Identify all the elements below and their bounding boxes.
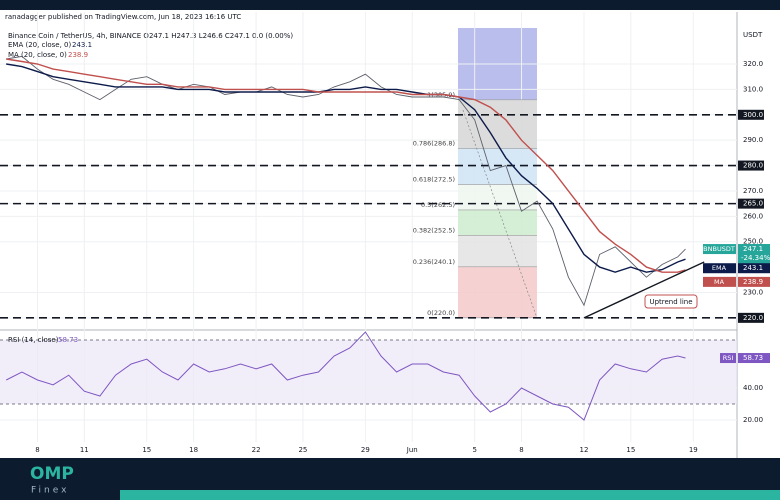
fib-label: 0.5(262.5) <box>421 201 455 209</box>
rsi-title-value: 58.73 <box>58 336 78 344</box>
tag-name: EMA <box>712 264 727 272</box>
annotation-box <box>644 294 698 309</box>
level-tag <box>738 312 764 323</box>
fib-zone <box>458 209 537 236</box>
tag-name-bg <box>703 263 736 274</box>
x-tick-label: 29 <box>361 446 370 454</box>
x-tick-label: Jun <box>406 446 418 454</box>
fib-diagonal <box>462 109 538 319</box>
series-line <box>6 58 686 273</box>
y-tick-label: 310.0 <box>743 85 763 93</box>
x-tick-label: 12 <box>580 446 589 454</box>
legend-ema-value: 243.1 <box>72 41 92 49</box>
x-tick-label: 8 <box>35 446 39 454</box>
legend-ema: EMA (20, close, 0) <box>8 41 71 49</box>
series-line <box>6 63 686 273</box>
y-tick-label: 20.00 <box>743 416 763 424</box>
y-tick-label: 265.0 <box>743 200 763 208</box>
fib-zone <box>458 235 537 267</box>
y-tick-label: 320.0 <box>743 60 763 68</box>
y-tick-label: 260.0 <box>743 212 763 220</box>
x-tick-label: 11 <box>80 446 89 454</box>
tag-name-bg <box>703 244 736 255</box>
rsi-line <box>5 331 686 421</box>
trendline <box>583 261 705 319</box>
fib-label: 0.618(272.5) <box>413 176 455 184</box>
series-line <box>6 55 686 307</box>
price-change: -24.34% <box>741 254 771 262</box>
rsi-tag-value-bg <box>738 353 770 364</box>
x-tick-label: 25 <box>298 446 307 454</box>
legend-ma: MA (20, close, 0) <box>8 51 67 59</box>
top-bar <box>0 0 780 10</box>
y-tick-label: 270.0 <box>743 187 763 195</box>
tag-value-bg <box>738 244 770 255</box>
x-tick-label: 19 <box>689 446 698 454</box>
y-tick-label: 40.00 <box>743 384 763 392</box>
x-tick-label: 18 <box>189 446 198 454</box>
fib-label: 0.236(240.1) <box>413 258 455 266</box>
y-tick-label: 220.0 <box>743 314 763 322</box>
tag-value-bg <box>738 276 770 287</box>
fib-zone <box>458 184 537 210</box>
logo: OMP <box>30 464 74 484</box>
level-tag <box>738 160 764 171</box>
rsi-title: RSI (14, close) <box>8 336 59 344</box>
fib-zone <box>458 266 537 318</box>
x-tick-label: 22 <box>252 446 261 454</box>
legend-ma-value: 238.9 <box>68 51 88 59</box>
x-tick-label: 15 <box>142 446 151 454</box>
x-tick-label: 5 <box>472 446 476 454</box>
fib-label: 0.786(286.8) <box>413 139 455 147</box>
footer-accent <box>120 490 780 500</box>
annotation: Uptrend line <box>649 298 692 306</box>
currency: USDT <box>743 31 763 39</box>
tag-name: BNBUSDT <box>703 245 735 253</box>
level-tag <box>738 198 764 209</box>
fib-zone <box>458 99 537 149</box>
fib-label: 0.382(252.5) <box>413 226 455 234</box>
y-tick-label: 250.0 <box>743 238 763 246</box>
fib-label: 0(220.0) <box>427 309 455 317</box>
y-tick-label: 280.0 <box>743 162 763 170</box>
rsi-tag-value: 58.73 <box>743 354 763 362</box>
rsi-tag-name-bg <box>720 353 736 364</box>
x-tick-label: 15 <box>626 446 635 454</box>
rsi-band <box>0 340 737 404</box>
tag-name-bg <box>703 276 736 287</box>
fib-zone <box>458 148 537 185</box>
tag-value: 247.1 <box>743 245 763 253</box>
tag-value: 238.9 <box>743 278 763 286</box>
y-tick-label: 230.0 <box>743 288 763 296</box>
chart-title: Binance Coin / TetherUS, 4h, BINANCE O24… <box>8 32 293 40</box>
level-tag <box>738 109 764 120</box>
logo-sub: Finex <box>31 486 69 496</box>
publisher: ranadagger published on TradingView.com,… <box>5 13 241 21</box>
x-tick-label: 8 <box>519 446 523 454</box>
y-tick-label: 290.0 <box>743 136 763 144</box>
tag-value: 243.1 <box>743 264 763 272</box>
tag-name: MA <box>714 278 725 286</box>
tag-value-bg <box>738 263 770 274</box>
rsi-tag-name: RSI <box>723 354 734 362</box>
y-tick-label: 300.0 <box>743 111 763 119</box>
